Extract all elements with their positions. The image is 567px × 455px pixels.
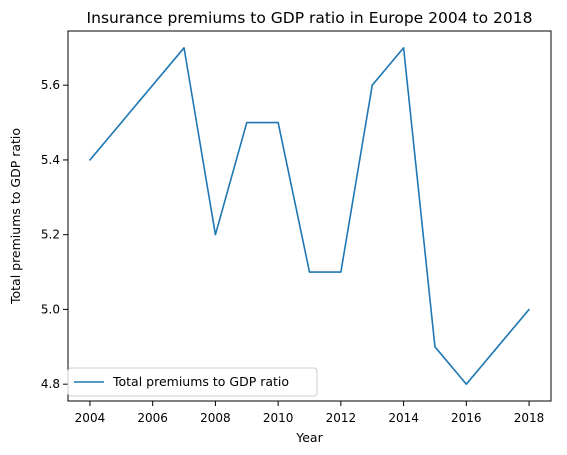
y-tick-label: 5.6 [41,78,60,92]
x-tick-label: 2010 [263,411,294,425]
y-tick-label: 5.0 [41,302,60,316]
chart-title: Insurance premiums to GDP ratio in Europ… [87,9,533,27]
x-tick-label: 2006 [137,411,168,425]
y-tick-label: 5.2 [41,228,60,242]
legend-entry-label: Total premiums to GDP ratio [112,374,289,389]
x-tick-label: 2014 [388,411,419,425]
x-tick-label: 2008 [200,411,231,425]
x-tick-label: 2016 [451,411,482,425]
y-tick-label: 5.4 [41,153,60,167]
y-axis-label: Total premiums to GDP ratio [8,128,23,305]
x-axis-label: Year [295,430,323,445]
x-tick-label: 2012 [326,411,357,425]
x-tick-label: 2004 [75,411,106,425]
y-tick-label: 4.8 [41,377,60,391]
x-tick-label: 2018 [514,411,545,425]
legend: Total premiums to GDP ratio [68,368,317,396]
